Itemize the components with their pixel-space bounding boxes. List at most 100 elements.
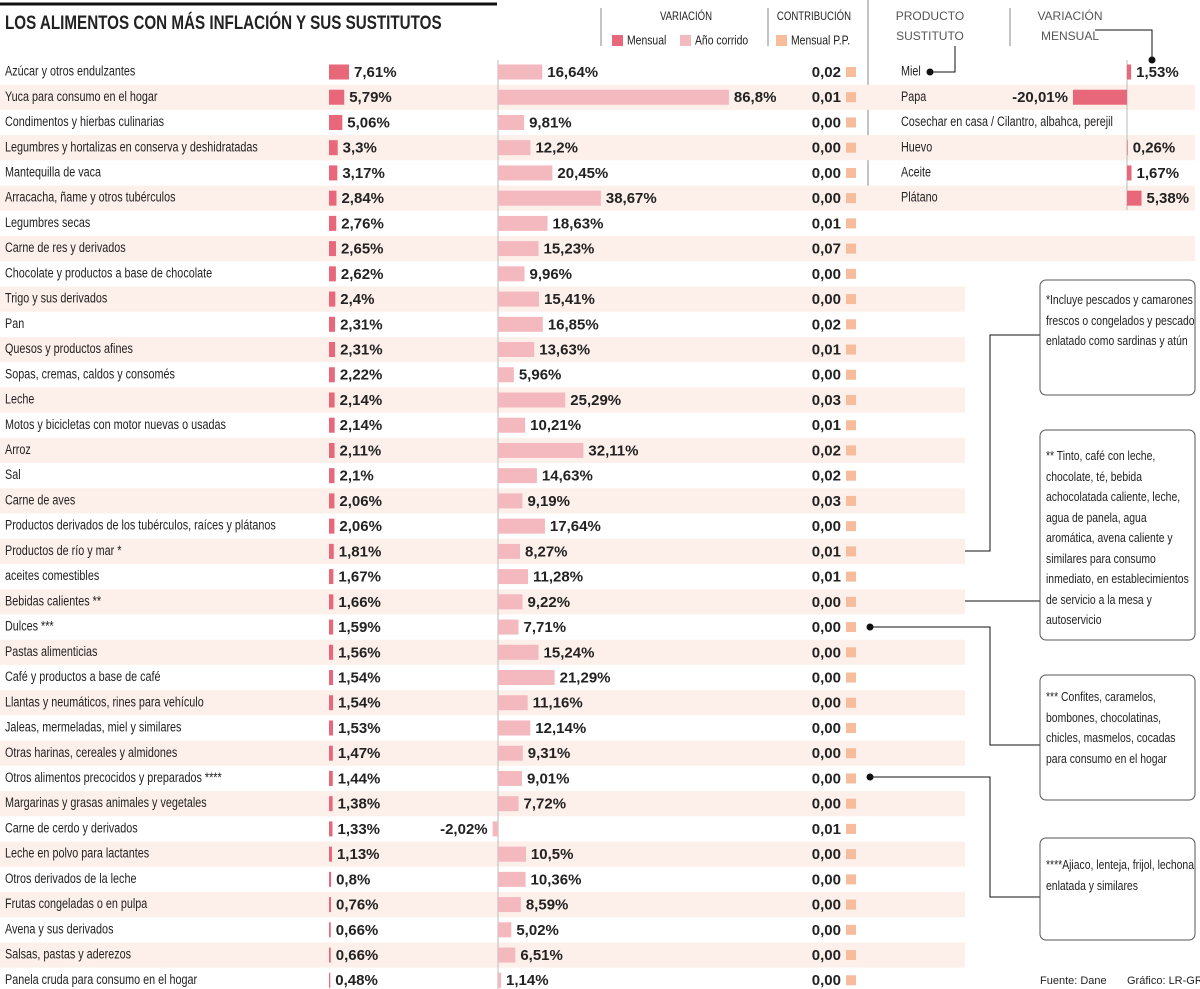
- row-band: [0, 387, 965, 413]
- row-band: [0, 538, 965, 564]
- bar: [329, 543, 334, 559]
- contribution-label: 0,00: [812, 972, 841, 989]
- bar: [498, 518, 545, 534]
- bar: [498, 190, 601, 206]
- contribution-marker: [846, 950, 856, 961]
- value-label: 2,14%: [340, 392, 383, 409]
- value-label: 3,3%: [343, 140, 377, 157]
- value-label: 5,96%: [519, 367, 562, 384]
- note: ****Ajiaco, lenteja, frijol, lechona enl…: [1046, 857, 1194, 893]
- bar: [498, 442, 584, 458]
- category-label: Yuca para consumo en el hogar: [5, 89, 158, 104]
- contribution-label: 0,00: [812, 770, 841, 787]
- category-label: Pan: [5, 316, 24, 331]
- substitute-label: Papa: [901, 89, 927, 104]
- contribution-label: 0,00: [812, 266, 841, 283]
- bar: [329, 644, 334, 660]
- contribution-marker: [846, 823, 856, 834]
- value-label: 0,76%: [336, 897, 379, 914]
- contribution-label: 0,00: [812, 720, 841, 737]
- contribution-label: 0,01: [812, 417, 841, 434]
- legend-swatch: [680, 35, 691, 46]
- category-label: Quesos y productos afines: [5, 341, 133, 356]
- legend-label: Año corrido: [695, 32, 748, 47]
- value-label: 1,33%: [337, 821, 380, 838]
- value-label: 21,29%: [560, 669, 611, 686]
- category-label: Condimentos y hierbas culinarias: [5, 114, 164, 129]
- value-label: 1,13%: [337, 846, 380, 863]
- category-label: Carne de cerdo y derivados: [5, 820, 138, 835]
- row-band: [0, 942, 965, 968]
- category-label: Dulces ***: [5, 619, 54, 634]
- bar: [329, 241, 336, 257]
- category-label: Sal: [5, 467, 21, 482]
- contribution-marker: [846, 697, 856, 708]
- category-label: Azúcar y otros endulzantes: [5, 64, 135, 79]
- category-label: Motos y bicicletas con motor nuevas o us…: [5, 417, 226, 432]
- contribution-marker: [846, 924, 856, 935]
- contribution-marker: [846, 521, 856, 532]
- contribution-label: 0,03: [812, 392, 841, 409]
- bar: [498, 493, 523, 509]
- value-label: 9,31%: [528, 745, 571, 762]
- contribution-marker: [846, 798, 856, 809]
- contribution-label: 0,00: [812, 190, 841, 207]
- contribution-label: 0,00: [812, 165, 841, 182]
- contribution-marker: [846, 571, 856, 582]
- value-label: 1,66%: [338, 594, 381, 611]
- contribution-label: 0,00: [812, 846, 841, 863]
- contribution-label: 0,00: [812, 291, 841, 308]
- category-label: aceites comestibles: [5, 568, 99, 583]
- value-label: 1,59%: [338, 619, 381, 636]
- contribution-marker: [846, 622, 856, 633]
- category-label: Pastas alimenticias: [5, 644, 98, 659]
- bar: [329, 316, 336, 332]
- value-label: 20,45%: [557, 165, 608, 182]
- value-label: 1,67%: [1137, 165, 1180, 182]
- value-label: 11,16%: [533, 695, 583, 712]
- value-label: 2,22%: [340, 367, 383, 384]
- note-boxes: [1039, 279, 1196, 941]
- value-label: 2,31%: [340, 341, 383, 358]
- row-band: [0, 286, 965, 312]
- contribution-label: 0,01: [812, 89, 841, 106]
- contribution-marker: [846, 596, 856, 607]
- bar: [329, 720, 334, 736]
- value-label: 8,59%: [526, 897, 569, 914]
- value-label: 2,1%: [340, 468, 374, 485]
- group-header: CONTRIBUCIÓN: [777, 8, 851, 23]
- value-label: 1,44%: [338, 770, 381, 787]
- contribution-marker: [846, 874, 856, 885]
- value-label: 2,84%: [341, 190, 384, 207]
- contribution-marker: [846, 899, 856, 910]
- row-band: [0, 639, 965, 665]
- value-label: 10,21%: [530, 417, 581, 434]
- value-label: 9,96%: [529, 266, 572, 283]
- bar: [498, 594, 523, 610]
- bar: [329, 972, 331, 988]
- bar: [498, 644, 539, 660]
- contribution-marker: [846, 672, 856, 683]
- value-label: 1,54%: [338, 669, 381, 686]
- bar: [1127, 190, 1142, 206]
- value-label: 10,5%: [531, 846, 574, 863]
- bar: [329, 670, 334, 686]
- legend-label: Mensual: [627, 32, 666, 47]
- contribution-label: 0,01: [812, 543, 841, 560]
- bar: [498, 846, 526, 862]
- category-label: Llantas y neumáticos, rines para vehícul…: [5, 694, 204, 709]
- contribution-marker: [846, 92, 856, 103]
- category-label: Chocolate y productos a base de chocolat…: [5, 265, 212, 280]
- value-label: 14,63%: [542, 468, 593, 485]
- chart-title: LOS ALIMENTOS CON MÁS INFLACIÓN Y SUS SU…: [5, 12, 442, 34]
- bar: [498, 619, 519, 635]
- value-label: 2,4%: [340, 291, 374, 308]
- bar: [498, 569, 529, 585]
- bar: [329, 442, 335, 458]
- row-band: [0, 135, 1195, 161]
- contribution-label: 0,00: [812, 922, 841, 939]
- value-label: 2,14%: [340, 417, 383, 434]
- bar: [329, 897, 331, 913]
- bar: [1127, 165, 1132, 181]
